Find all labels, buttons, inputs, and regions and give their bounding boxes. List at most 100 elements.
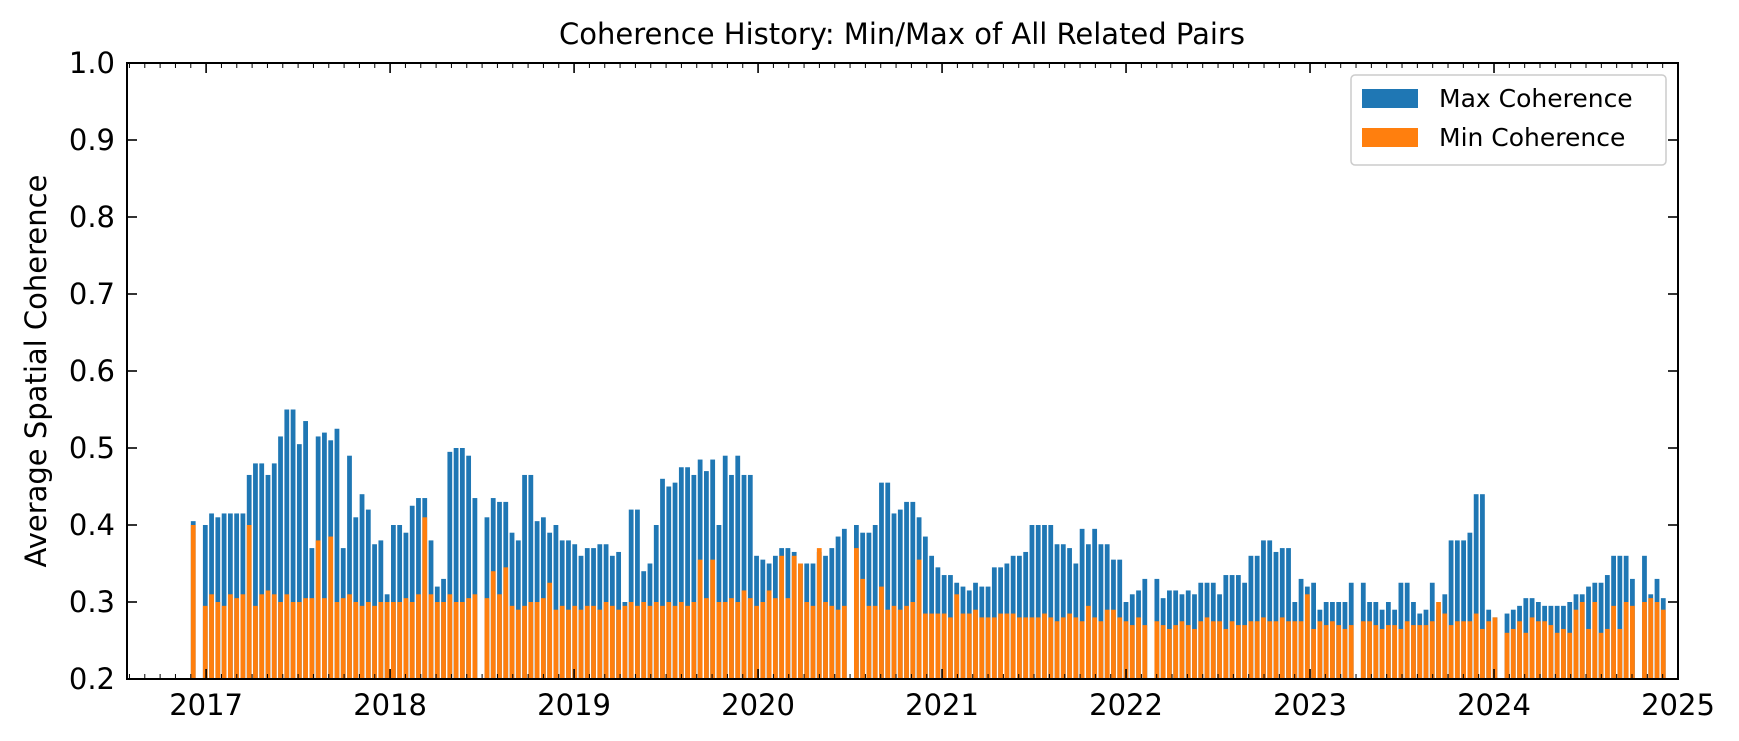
min-coherence-bar <box>1642 602 1647 679</box>
min-coherence-bar <box>879 586 884 679</box>
min-coherence-bar <box>1535 621 1541 679</box>
min-coherence-bar <box>747 598 753 679</box>
min-coherence-bar <box>985 617 991 679</box>
min-coherence-bar <box>391 602 396 679</box>
min-coherence-bar <box>1517 621 1522 679</box>
max-coherence-bar <box>409 505 415 679</box>
min-coherence-bar <box>948 617 953 679</box>
legend-min-label: Min Coherence <box>1439 123 1625 152</box>
min-coherence-bar <box>1136 617 1141 679</box>
max-coherence-bar <box>1098 544 1104 679</box>
min-coherence-bar <box>359 605 365 679</box>
max-coherence-bar <box>1467 532 1473 679</box>
max-coherence-bar <box>635 509 640 679</box>
min-coherence-bar <box>490 571 496 679</box>
min-coherence-bar <box>1129 625 1135 679</box>
max-coherence-bar <box>722 455 728 679</box>
min-coherence-bar <box>1261 617 1266 679</box>
max-coherence-bar <box>347 455 352 679</box>
max-coherence-bar <box>879 482 884 679</box>
min-coherence-bar <box>1217 621 1222 679</box>
min-coherence-bar <box>860 578 866 679</box>
x-tick-label: 2019 <box>537 688 611 722</box>
min-coherence-bar <box>1486 621 1492 679</box>
min-coherence-bar <box>472 594 478 679</box>
min-coherence-bar <box>1529 617 1535 679</box>
min-coherence-bar <box>1367 621 1372 679</box>
max-coherence-bar <box>1092 528 1098 679</box>
min-coherence-bar <box>1292 621 1298 679</box>
min-coherence-bar <box>547 582 553 679</box>
min-coherence-bar <box>503 567 509 679</box>
min-coherence-bar <box>365 602 371 679</box>
min-coherence-bar <box>641 602 647 679</box>
max-coherence-bar <box>904 501 909 679</box>
min-coherence-bar <box>979 617 985 679</box>
min-coherence-bar <box>779 555 785 679</box>
x-tick-label: 2018 <box>353 688 427 722</box>
min-coherence-bar <box>1442 613 1448 679</box>
max-coherence-bar <box>1448 540 1454 679</box>
min-coherence-bar <box>1573 609 1579 679</box>
max-coherence-bar <box>322 432 327 679</box>
max-coherence-bar <box>296 444 302 679</box>
min-coherence-bar <box>559 605 565 679</box>
min-coherence-bar <box>872 605 878 679</box>
min-coherence-bar <box>572 605 578 679</box>
min-coherence-bar <box>1085 605 1091 679</box>
min-coherence-bar <box>534 602 540 679</box>
min-coherence-bar <box>309 598 315 679</box>
max-coherence-bar <box>1480 494 1485 679</box>
max-coherence-bar <box>534 521 540 679</box>
min-coherence-bar <box>1298 621 1304 679</box>
min-coherence-bar <box>1373 625 1379 679</box>
min-coherence-bar <box>422 517 428 679</box>
max-coherence-bar <box>922 536 928 679</box>
max-coherence-bar <box>290 409 296 679</box>
min-coherence-bar <box>966 613 972 679</box>
min-coherence-bar <box>885 609 891 679</box>
min-coherence-bar <box>466 598 472 679</box>
min-coherence-bar <box>334 602 340 679</box>
min-coherence-bar <box>935 613 941 679</box>
legend-max-label: Max Coherence <box>1439 84 1633 113</box>
min-coherence-bar <box>403 598 409 679</box>
min-coherence-bar <box>973 609 978 679</box>
min-coherence-bar <box>1461 621 1466 679</box>
min-coherence-bar <box>1142 625 1148 679</box>
min-coherence-bar <box>1160 625 1166 679</box>
max-coherence-bar <box>1042 525 1047 679</box>
max-coherence-bar <box>628 509 634 679</box>
min-coherence-bar <box>791 555 797 679</box>
min-coherence-bar <box>1379 628 1385 679</box>
x-tick-label: 2020 <box>721 688 795 722</box>
min-coherence-bar <box>1029 617 1035 679</box>
min-coherence-bar <box>1073 617 1079 679</box>
legend-min-swatch <box>1362 128 1418 147</box>
min-coherence-bar <box>678 602 684 679</box>
min-coherence-bar <box>910 602 916 679</box>
min-coherence-bar <box>1311 628 1316 679</box>
min-coherence-bar <box>916 559 922 679</box>
min-coherence-bar <box>941 613 947 679</box>
max-coherence-bar <box>334 428 340 679</box>
y-tick-label: 0.8 <box>69 200 115 234</box>
min-coherence-bar <box>459 602 465 679</box>
max-coherence-bar <box>278 436 283 679</box>
x-tick-label: 2017 <box>169 688 243 722</box>
min-coherence-bar <box>1579 602 1585 679</box>
max-coherence-bar <box>1286 548 1291 679</box>
min-coherence-bar <box>296 602 302 679</box>
max-coherence-bar <box>678 467 684 679</box>
min-coherence-bar <box>1286 621 1291 679</box>
max-coherence-bar <box>735 455 741 679</box>
min-coherence-bar <box>1604 628 1610 679</box>
x-tick-label: 2024 <box>1457 688 1531 722</box>
min-coherence-bar <box>841 605 847 679</box>
min-coherence-bar <box>1448 625 1454 679</box>
min-coherence-bar <box>347 594 352 679</box>
min-coherence-bar <box>1336 625 1342 679</box>
max-coherence-bar <box>253 463 258 679</box>
min-coherence-bar <box>1385 625 1391 679</box>
max-coherence-bar <box>1598 582 1604 679</box>
